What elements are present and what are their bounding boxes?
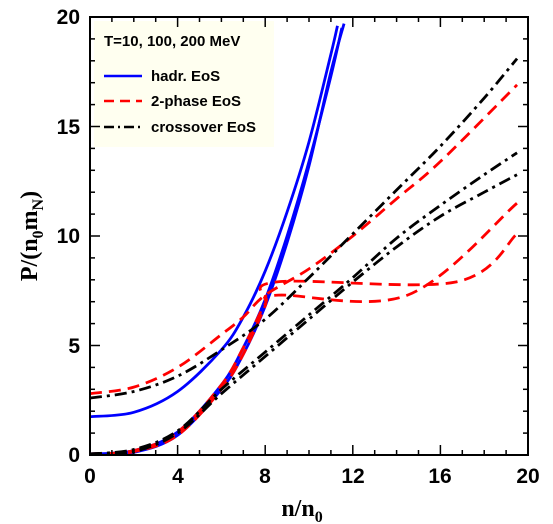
series-2-curve-2 [90,57,519,400]
series-1-curve-2 [90,83,519,396]
axis-ticks [89,16,529,456]
y-tick-label: 20 [57,6,80,29]
x-tick-label: 0 [84,465,96,488]
series-2-curve-0 [90,173,518,455]
y-axis-title: P/(n0mN) [17,191,47,281]
x-axis-title: n/n0 [281,496,322,524]
y-tick-label: 0 [68,444,80,467]
series-1-curve-1 [90,202,518,455]
x-tick-label: 8 [259,465,271,488]
y-tick-label: 10 [57,225,80,248]
x-tick-label: 16 [428,465,451,488]
series-0-curve-2 [90,25,339,419]
legend: T=10, 100, 200 MeV hadr. EoS 2-phase EoS… [94,21,274,147]
y-tick-label: 15 [57,116,81,139]
legend-label-hadr: hadr. EoS [151,68,220,85]
x-tick-label: 4 [172,465,184,488]
x-tick-label: 20 [516,465,539,488]
legend-title: T=10, 100, 200 MeV [104,33,240,50]
legend-label-crossover: crossover EoS [151,119,256,136]
chart-curves [90,23,519,455]
y-tick-label: 5 [68,335,80,358]
x-tick-labels: 0 4 8 12 16 20 [84,465,540,488]
series-1-curve-0 [90,232,519,455]
y-tick-labels: 0 5 10 15 20 [57,6,81,467]
legend-label-two-phase: 2-phase EoS [151,93,241,110]
series-2-curve-1 [90,151,518,455]
x-tick-label: 12 [341,465,364,488]
